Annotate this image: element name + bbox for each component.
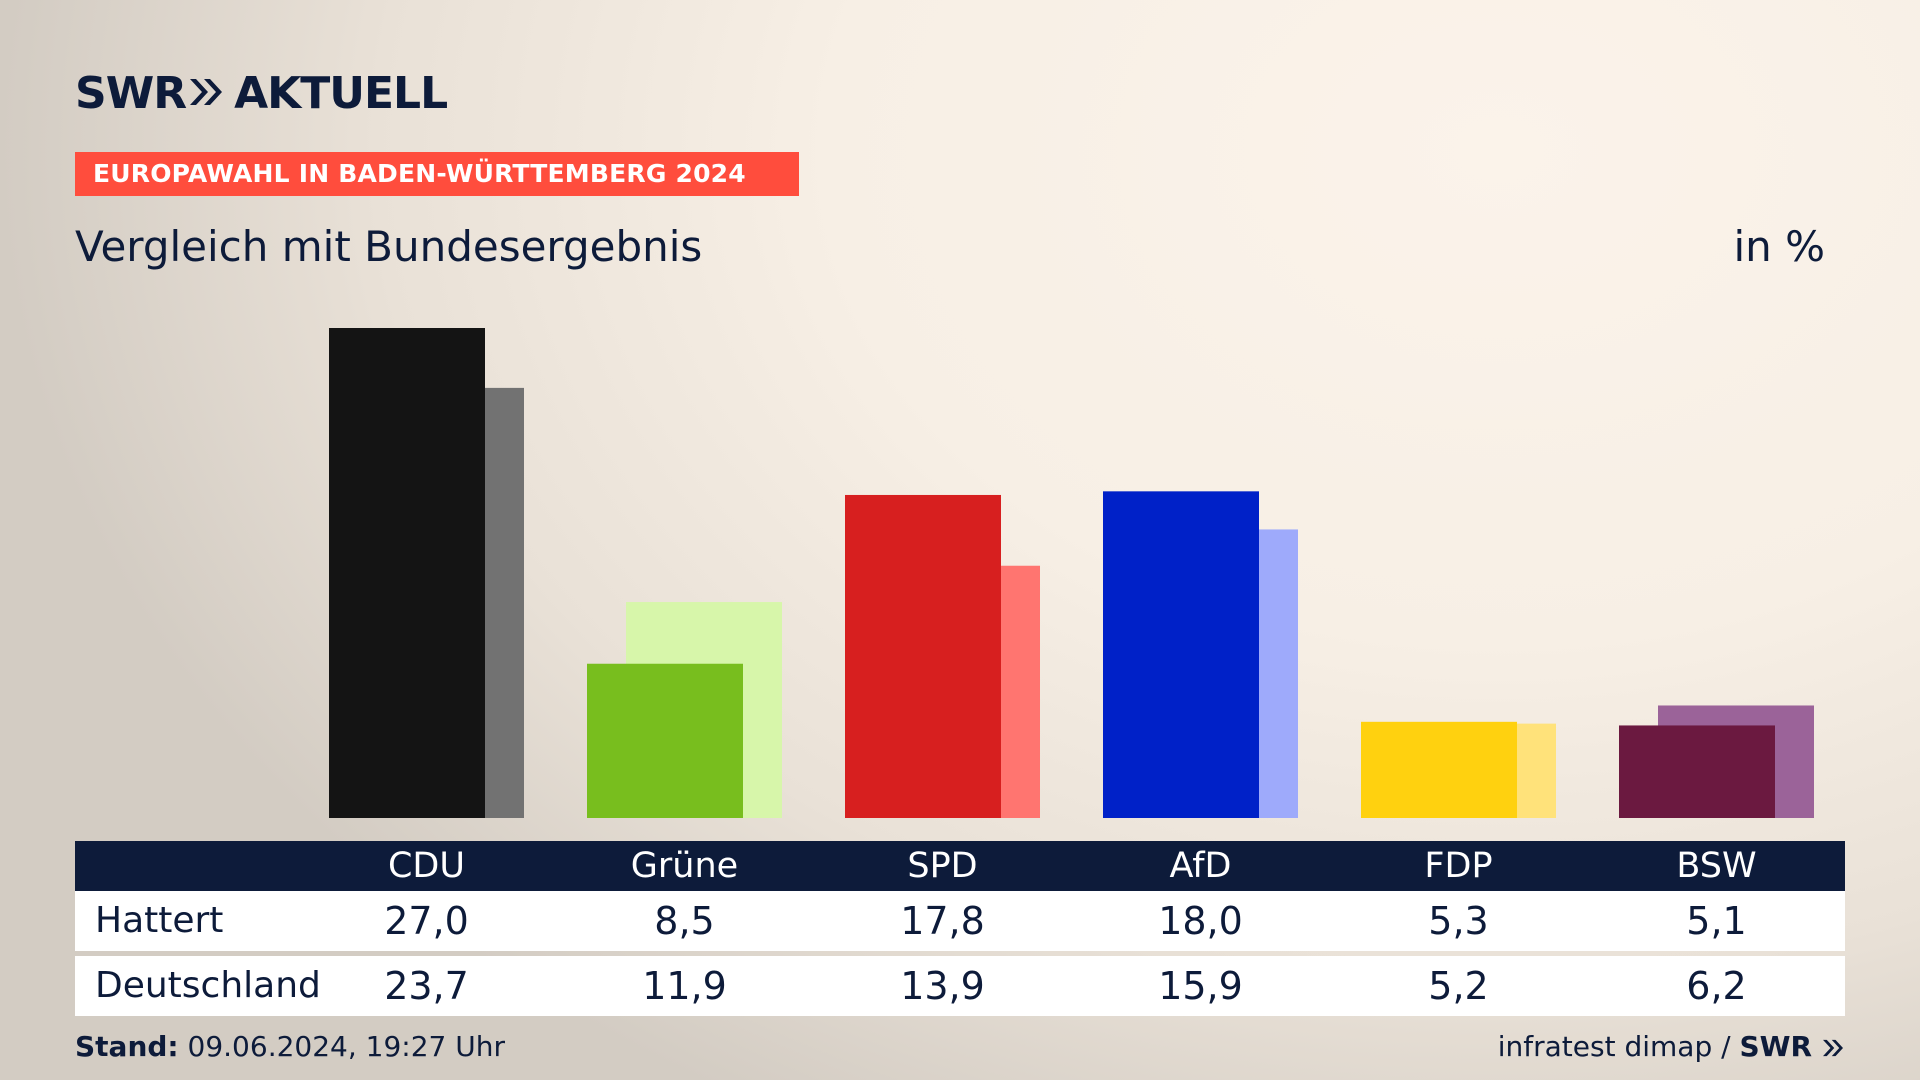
bar-hattert-fdp	[1361, 721, 1517, 818]
data-label-fdp: 5,2	[1428, 964, 1489, 1008]
stand-value: 09.06.2024, 19:27 Uhr	[187, 1030, 505, 1063]
row-label: Hattert	[95, 900, 224, 941]
stand-label: Stand:	[75, 1030, 179, 1063]
source-brand: SWR	[1739, 1030, 1813, 1063]
bar-hattert-bsw	[1619, 725, 1775, 818]
election-subtitle: EUROPAWAHL IN BADEN-WÜRTTEMBERG 2024	[75, 152, 799, 196]
tick-label-grüne: Grüne	[630, 846, 739, 886]
source-text: infratest dimap /	[1497, 1030, 1731, 1063]
tick-label-afd: AfD	[1169, 846, 1232, 886]
data-label-cdu: 23,7	[384, 964, 469, 1008]
source-credit: infratest dimap / SWR	[1498, 1030, 1845, 1063]
data-label-grüne: 8,5	[654, 899, 715, 943]
data-label-bsw: 6,2	[1686, 964, 1747, 1008]
data-label-bsw: 5,1	[1686, 899, 1747, 943]
data-label-spd: 17,8	[900, 899, 985, 943]
table-row-hattert: Hattert 27,0 8,5 17,8 18,0 5,3 5,1	[75, 891, 1845, 951]
tick-label-spd: SPD	[907, 846, 978, 886]
data-label-afd: 18,0	[1158, 899, 1243, 943]
table-row-deutschland: Deutschland 23,7 11,9 13,9 15,9 5,2 6,2	[75, 956, 1845, 1016]
swr-aktuell-logo: SWR AKTUELL	[75, 68, 448, 119]
data-label-spd: 13,9	[900, 964, 985, 1008]
row-label: Deutschland	[95, 965, 321, 1006]
data-label-cdu: 27,0	[384, 899, 469, 943]
double-chevron-icon	[188, 68, 224, 119]
bar-hattert-cdu	[329, 328, 485, 818]
bar-hattert-spd	[845, 494, 1001, 818]
data-label-grüne: 11,9	[642, 964, 727, 1008]
table-header: CDU Grüne SPD AfD FDP BSW	[75, 841, 1845, 891]
tick-label-bsw: BSW	[1676, 846, 1757, 886]
timestamp: Stand: 09.06.2024, 19:27 Uhr	[75, 1030, 505, 1063]
tick-label-cdu: CDU	[387, 846, 465, 886]
tick-label-fdp: FDP	[1424, 846, 1493, 886]
chart-title: Vergleich mit Bundesergebnis	[75, 222, 703, 271]
brand-suffix: AKTUELL	[234, 68, 448, 119]
bar-chart	[329, 328, 1814, 818]
unit-label: in %	[1733, 222, 1825, 271]
data-label-afd: 15,9	[1158, 964, 1243, 1008]
bar-hattert-grüne	[587, 663, 743, 818]
brand-name: SWR	[75, 68, 187, 119]
bar-hattert-afd	[1103, 491, 1259, 818]
double-chevron-icon	[1823, 1039, 1843, 1057]
data-label-fdp: 5,3	[1428, 899, 1489, 943]
